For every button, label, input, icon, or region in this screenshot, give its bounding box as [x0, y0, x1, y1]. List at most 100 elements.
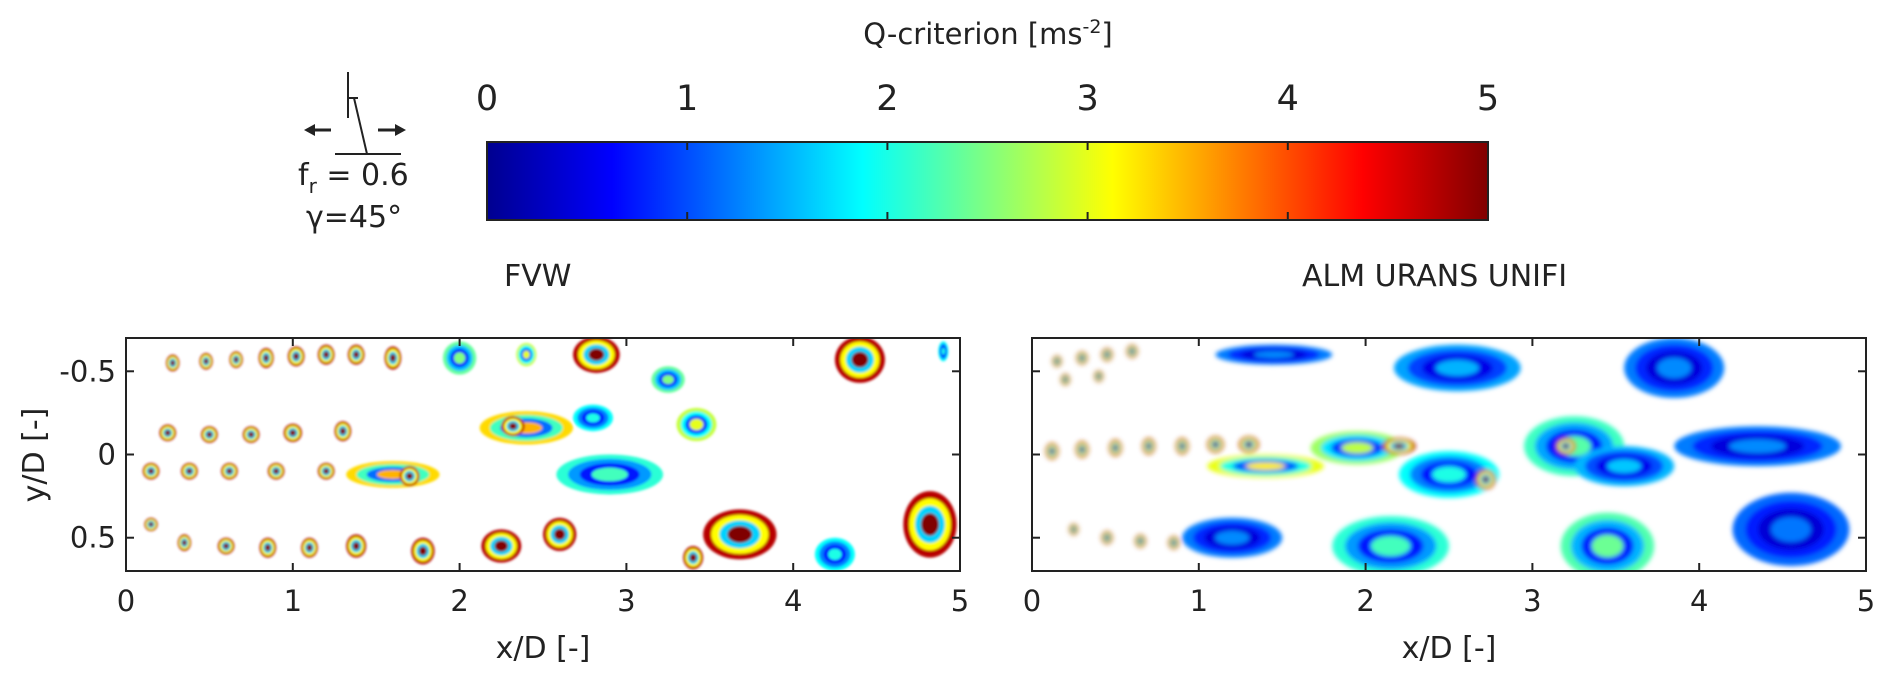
alm-urans-panel: 0 1 2 3 4 5 x/D [-]: [1023, 337, 1875, 666]
vortex-core: [1597, 538, 1618, 554]
vortex-core: [1221, 533, 1244, 543]
colorbar-tick-label: 5: [1477, 79, 1499, 119]
yaw-inset: fr = 0.6 γ=45°: [298, 72, 409, 235]
vortex-core: [1050, 449, 1054, 454]
y-tick-label: 0: [98, 438, 116, 472]
y-tick-label: 0.5: [70, 521, 116, 555]
x-tick-label: 1: [284, 584, 302, 618]
vortex-field: [142, 338, 957, 571]
vortex-core: [1377, 539, 1404, 553]
vortex-core: [1055, 360, 1059, 363]
x-tick-label: 2: [450, 584, 468, 618]
vortex-core: [187, 469, 192, 473]
vortex-core: [307, 545, 312, 550]
colorbar-gradient: [486, 141, 1489, 221]
alm-title: ALM URANS UNIFI: [1302, 259, 1567, 294]
vortex-core: [1080, 356, 1084, 360]
x-tick-label: 2: [1356, 584, 1374, 618]
x-tick-label: 4: [784, 584, 802, 618]
plot-area: [126, 338, 960, 571]
vortex-core: [1261, 352, 1287, 357]
vortex-core: [1778, 521, 1804, 538]
vortex-core: [1483, 477, 1488, 482]
vortex-core: [1252, 463, 1279, 469]
vortex-core: [149, 522, 153, 526]
vortex-core: [1080, 447, 1084, 452]
vortex-core: [455, 354, 464, 362]
vortex-core: [942, 349, 945, 354]
vortex-core: [1246, 442, 1252, 447]
vortex-core: [1147, 444, 1151, 449]
vortex-core: [510, 424, 516, 429]
vortex-core: [353, 543, 359, 549]
vortex-core: [1213, 442, 1218, 447]
x-tick-label: 5: [1857, 584, 1875, 618]
colorbar-tick-label: 3: [1076, 79, 1098, 119]
vortex-core: [249, 432, 253, 437]
vortex-core: [224, 544, 228, 548]
vortex-core: [1064, 378, 1067, 381]
x-tick-label: 1: [1190, 584, 1208, 618]
fvw-title: FVW: [504, 259, 571, 294]
colorbar-tick-label: 4: [1277, 79, 1299, 119]
vortex-core: [324, 469, 328, 473]
vortex-core: [420, 548, 426, 554]
x-axis-label: x/D [-]: [1402, 631, 1497, 666]
colorbar: 0 1 2 3 4 5: [476, 79, 1499, 221]
vortex-core: [407, 473, 412, 479]
vortex-core: [1139, 539, 1142, 543]
vortex-core: [1739, 441, 1776, 451]
vortex-core: [591, 350, 602, 359]
vortex-core: [165, 431, 170, 435]
colorbar-tick-label: 1: [676, 79, 698, 119]
colorbar-tick-label: 2: [876, 79, 898, 119]
fvw-panel: 0 1 2 3 4 5-0.500.5x/D [-]: [59, 337, 969, 666]
fr-label: fr = 0.6: [298, 158, 409, 198]
vortex-core: [1105, 353, 1109, 357]
y-axis-label: y/D [-]: [17, 408, 52, 503]
vortex-core: [1563, 444, 1568, 449]
vortex-core: [354, 352, 359, 357]
vortex-field: [1045, 338, 1850, 571]
vortex-core: [204, 359, 208, 364]
vortex-core: [274, 469, 278, 473]
vortex-core: [391, 355, 395, 361]
vortex-core: [854, 354, 866, 365]
colorbar-ticks: 0 1 2 3 4 5: [476, 79, 1499, 220]
vortex-core: [597, 470, 622, 479]
vortex-core: [182, 540, 186, 545]
vortex-core: [1443, 362, 1472, 374]
x-tick-label: 5: [951, 584, 969, 618]
x-tick-label: 0: [1023, 584, 1041, 618]
colorbar-title: Q-criterion [ms-2]: [863, 16, 1113, 51]
vortex-core: [692, 420, 701, 429]
vortex-core: [1395, 444, 1403, 449]
vortex-core: [171, 361, 175, 365]
vortex-core: [234, 357, 238, 362]
vortex-core: [924, 517, 936, 532]
x-tick-label: 4: [1690, 584, 1708, 618]
vortex-core: [524, 352, 529, 358]
x-tick-label: 3: [617, 584, 635, 618]
vortex-core: [588, 414, 598, 421]
vortex-core: [382, 471, 404, 478]
vortex-core: [1613, 461, 1636, 471]
vortex-core: [294, 354, 298, 359]
vortex-core: [1346, 444, 1368, 452]
vortex-core: [227, 469, 232, 473]
vortex-core: [207, 432, 212, 437]
y-tick-label: -0.5: [59, 354, 116, 388]
vortex-core: [1172, 541, 1176, 545]
vortex-core: [149, 469, 153, 473]
vortex-core: [731, 528, 748, 540]
vortex-core: [690, 555, 696, 561]
vortex-core: [1097, 374, 1100, 378]
vortex-core: [290, 430, 295, 435]
yawed-turbine-with-double-arrow-icon: [304, 72, 406, 155]
x-axis-label: x/D [-]: [496, 631, 591, 666]
vortex-core: [341, 429, 345, 434]
vortex-core: [1130, 349, 1134, 353]
vortex-core: [664, 376, 672, 383]
x-tick-label: 0: [117, 584, 135, 618]
